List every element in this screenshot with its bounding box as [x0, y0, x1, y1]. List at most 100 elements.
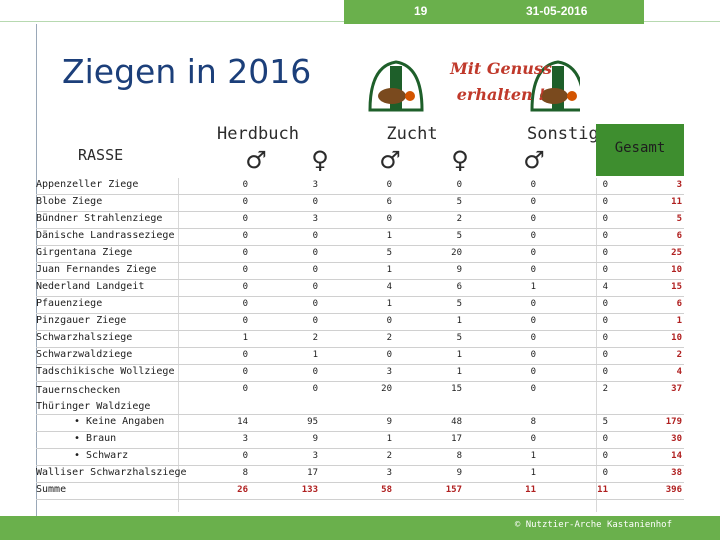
table-cell: 0: [242, 316, 248, 326]
total-cell: 15: [671, 282, 682, 292]
table-cell: 0: [530, 248, 536, 258]
table-cell: 0: [242, 282, 248, 292]
logo-slogan: Mit Genuss erhalten !: [446, 56, 556, 108]
gesamt-header: Gesamt: [596, 124, 684, 176]
table-cell: 8: [242, 468, 248, 478]
table-cell: 48: [451, 417, 462, 427]
table-cell: 0: [386, 214, 392, 224]
table-cell: 11: [597, 485, 608, 495]
table-cell: 0: [386, 180, 392, 190]
table-cell: 2: [386, 333, 392, 343]
table-cell: 1: [530, 451, 536, 461]
table-cell: 0: [602, 214, 608, 224]
table-cell: 0: [602, 265, 608, 275]
row-label: Appenzeller Ziege: [36, 179, 139, 190]
table-cell: 2: [602, 384, 608, 394]
table-cell: 0: [312, 197, 318, 207]
table-cell: 0: [530, 180, 536, 190]
row-label: Dänische Landrasseziege: [36, 230, 175, 241]
table-cell: 2: [386, 451, 392, 461]
row-label: Tadschikische Wollziege: [36, 366, 175, 377]
table-cell: 14: [237, 417, 248, 427]
table-row: Walliser Schwarzhalsziege 8 17 3 9 1 0 38: [36, 466, 684, 483]
table-cell: 9: [456, 468, 462, 478]
table-cell: 0: [530, 434, 536, 444]
female-symbol-zucht: ♀: [451, 146, 469, 174]
table-cell: 0: [242, 350, 248, 360]
table-row: Dänische Landrasseziege 0 0 1 5 0 0 6: [36, 229, 684, 246]
group-header-sonstige: Sonstige: [527, 124, 609, 144]
table-row: Schwarzwaldziege 0 1 0 1 0 0 2: [36, 348, 684, 365]
table-cell: 157: [445, 485, 462, 495]
goat-logo-icon: [368, 60, 586, 112]
table-cell: 0: [602, 316, 608, 326]
table-cell: 0: [602, 350, 608, 360]
total-cell: 14: [671, 451, 682, 461]
female-symbol-herdbuch: ♀: [311, 146, 329, 174]
table-cell: 58: [381, 485, 392, 495]
table-cell: 0: [242, 299, 248, 309]
table-cell: 3: [312, 214, 318, 224]
table-cell: 5: [456, 333, 462, 343]
table-cell: 5: [456, 197, 462, 207]
table-cell: 0: [602, 468, 608, 478]
table-cell: 9: [456, 265, 462, 275]
table-cell: 133: [301, 485, 318, 495]
table-cell: 4: [602, 282, 608, 292]
table-row: Keine Angaben 14 95 9 48 8 5 179: [36, 415, 684, 432]
table-cell: 0: [530, 333, 536, 343]
table-cell: 0: [530, 197, 536, 207]
table-cell: 1: [456, 350, 462, 360]
table-cell: 5: [456, 299, 462, 309]
total-cell: 10: [671, 265, 682, 275]
row-label: Keine Angaben: [74, 416, 164, 427]
table-cell: 5: [602, 417, 608, 427]
table-row: Blobe Ziege 0 0 6 5 0 0 11: [36, 195, 684, 212]
total-cell: 30: [671, 434, 682, 444]
table-cell: 5: [456, 231, 462, 241]
table-row: Tauernschecken Thüringer Waldziege 0 0 20 15 0…: [36, 382, 684, 415]
table-cell: 1: [530, 468, 536, 478]
table-cell: 0: [242, 214, 248, 224]
table-cell: 0: [602, 451, 608, 461]
table-cell: 20: [451, 248, 462, 258]
row-label: Schwarz: [74, 450, 128, 461]
row-label-line: Tauernschecken: [36, 385, 121, 396]
table-cell: 1: [386, 265, 392, 275]
table-cell: 0: [386, 350, 392, 360]
table-body: Appenzeller Ziege 0 3 0 0 0 0 3 Blobe Ziege 0 0 6 5 0…: [36, 178, 684, 500]
table-cell: 9: [312, 434, 318, 444]
table-cell: 0: [242, 197, 248, 207]
header-bar: 19 31-05-2016: [344, 0, 644, 24]
total-cell: 37: [671, 384, 682, 394]
table-cell: 0: [530, 231, 536, 241]
row-label: Nederland Landgeit: [36, 281, 145, 292]
table-cell: 0: [242, 367, 248, 377]
footer-bar: © Nutztier-Arche Kastanienhof: [0, 516, 720, 540]
total-cell: 6: [676, 299, 682, 309]
table-cell: 0: [602, 299, 608, 309]
table-row: Appenzeller Ziege 0 3 0 0 0 0 3: [36, 178, 684, 195]
table-cell: 0: [602, 434, 608, 444]
table-cell: 0: [312, 265, 318, 275]
column-separator: [178, 178, 179, 512]
row-label: Blobe Ziege: [36, 196, 103, 207]
table-cell: 1: [386, 434, 392, 444]
table-cell: 0: [530, 367, 536, 377]
table-row: Braun 3 9 1 17 0 0 30: [36, 432, 684, 449]
goat-table: RASSE Herdbuch Zucht Sonstige ♂ ♀ ♂ ♀ ♂ …: [36, 122, 684, 512]
logo-slogan-line1: Mit Genuss: [450, 59, 552, 78]
table-cell: 15: [451, 384, 462, 394]
table-cell: 0: [602, 248, 608, 258]
total-cell: 1: [676, 316, 682, 326]
table-cell: 6: [386, 197, 392, 207]
table-cell: 2: [456, 214, 462, 224]
table-cell: 1: [530, 282, 536, 292]
table-cell: 8: [530, 417, 536, 427]
table-cell: 1: [312, 350, 318, 360]
row-label: Juan Fernandes Ziege: [36, 264, 157, 275]
table-cell: 0: [242, 265, 248, 275]
table-cell: 95: [307, 417, 318, 427]
row-label: Schwarzhalsziege: [36, 332, 133, 343]
table-cell: 0: [242, 231, 248, 241]
